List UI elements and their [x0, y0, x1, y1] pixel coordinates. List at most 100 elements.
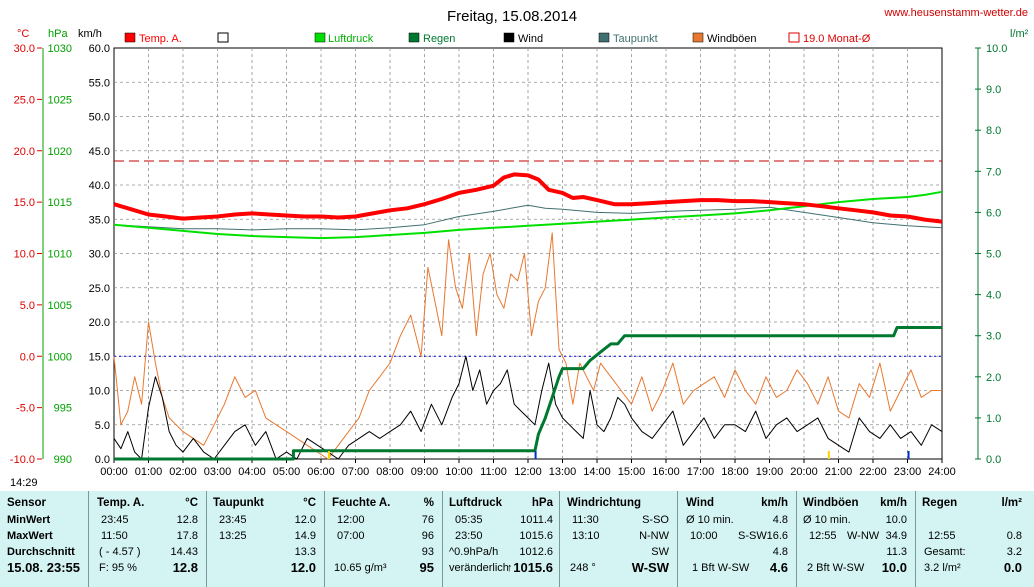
rain-max-val: 0.8 [1006, 530, 1022, 542]
dew-avg-val: 13.3 [294, 546, 316, 558]
hum-max-val: 96 [421, 530, 434, 542]
dew-min-time: 23:45 [219, 514, 247, 526]
dir-max-time: 13:10 [572, 530, 600, 542]
y-wind-tick-label: 20.0 [89, 317, 110, 329]
x-tick-label: 03:00 [204, 466, 232, 475]
chart-grid [113, 47, 943, 460]
legend-swatch-month [788, 32, 800, 43]
press-now-note: veränderlich [449, 562, 509, 574]
y-temp-tick-label: 5.0 [20, 300, 35, 312]
temp-min-val: 12.8 [176, 514, 198, 526]
hum-unit: % [423, 497, 434, 509]
legend-label-gust: Windböen [707, 33, 757, 45]
gust-min-time: Ø 10 min. [803, 514, 851, 526]
y-wind-tick-label: 5.0 [95, 420, 110, 432]
sensor-header: Sensor [7, 497, 46, 509]
col-sensor: Sensor MinWert MaxWert Durchschnitt 15.0… [0, 491, 88, 587]
temp-now-note: F: 95 % [99, 562, 137, 574]
y-rain-tick-label: 9.0 [986, 84, 1001, 96]
col-rain: Regen l/m² 12:55 0.8 Gesamt: 3.2 3.2 l/m² 0.… [915, 491, 1034, 587]
dir-now-note: 248 ° [570, 562, 596, 574]
wind-header: Wind [686, 497, 714, 509]
dir-now-val: W-SW [631, 560, 669, 575]
hum-avg-val: 93 [421, 546, 434, 558]
y-wind-tick-label: 55.0 [89, 77, 110, 89]
time-markers: 06:1412:1320:4323:02 [327, 451, 910, 459]
wind-min-time: Ø 10 min. [686, 514, 734, 526]
x-tick-label: 22:00 [859, 466, 887, 475]
dir-max-val: N-NW [639, 530, 669, 542]
x-tick-label: 16:00 [652, 466, 680, 475]
legend-swatch-temp [124, 32, 136, 43]
press-unit: hPa [531, 497, 553, 509]
site-link[interactable]: www.heusenstamm-wetter.de [883, 7, 1028, 19]
y-wind-tick-label: 25.0 [89, 283, 110, 295]
unit-rain-label: l/m² [1010, 28, 1029, 40]
press-min-val: 1011.4 [520, 514, 553, 526]
dir-min-time: 11:30 [572, 514, 599, 526]
wind-avg-val: 4.8 [772, 546, 788, 558]
col-pressure: Luftdruck hPa 05:35 1011.4 23:50 1015.6 ^0.… [442, 491, 559, 587]
legend-label-temp: Temp. A. [139, 33, 182, 45]
wind-min-val: 4.8 [772, 514, 788, 526]
x-tick-label: 07:00 [342, 466, 370, 475]
legend-swatch-wind [503, 32, 515, 43]
wind-now-val: 4.6 [769, 560, 788, 575]
unit-temp-label: °C [17, 28, 29, 40]
y-temp-tick-label: 0.0 [20, 351, 35, 363]
x-tick-label: 20:00 [790, 466, 818, 475]
y-rain-tick-label: 3.0 [986, 331, 1001, 343]
y-wind-tick-label: 10.0 [89, 386, 110, 398]
label-min: MinWert [7, 514, 51, 526]
hum-min-time: 12:00 [337, 514, 365, 526]
rain-now-note: 3.2 l/m² [924, 562, 961, 574]
press-min-time: 05:35 [455, 514, 483, 526]
y-rain-tick-label: 7.0 [986, 166, 1001, 178]
statistics-panel: Sensor MinWert MaxWert Durchschnitt 15.0… [0, 491, 1034, 587]
legend-label-wind: Wind [518, 33, 543, 45]
x-tick-label: 14:00 [583, 466, 611, 475]
gust-min-val: 10.0 [885, 514, 907, 526]
x-tick-label: 06:00 [307, 466, 335, 475]
legend-swatch-dew [598, 32, 610, 43]
legend-swatch-gust [692, 32, 704, 43]
y-temp-tick-label: 30.0 [14, 43, 35, 55]
press-avg-note: ^0.9hPa/h [449, 546, 499, 558]
x-tick-label: 18:00 [721, 466, 749, 475]
x-tick-label: 24:00 [928, 466, 956, 475]
label-now: 15.08. 23:55 [7, 560, 81, 575]
y-pressure-tick-label: 1010 [48, 249, 72, 261]
rain-header: Regen [922, 497, 958, 509]
unit-wind-label: km/h [78, 28, 102, 40]
legend-swatch-blank [217, 32, 229, 43]
marker-row: 14:29 [0, 476, 1034, 490]
gust-now-note: 2 Bft W-SW [807, 562, 865, 574]
series-line-windb-en [113, 232, 942, 460]
series-line-wind [113, 355, 943, 460]
x-tick-label: 13:00 [549, 466, 577, 475]
rain-avg-note: Gesamt: [924, 546, 966, 558]
y-temp-tick-label: 10.0 [14, 249, 35, 261]
x-tick-label: 21:00 [825, 466, 853, 475]
legend-label-month: 19.0 Monat-Ø [803, 33, 871, 45]
y-rain-tick-label: 1.0 [986, 413, 1001, 425]
y-wind-tick-label: 15.0 [89, 351, 110, 363]
y-temp-tick-label: 25.0 [14, 94, 35, 106]
gust-unit: km/h [880, 497, 907, 509]
x-tick-label: 00:00 [100, 466, 128, 475]
y-temp-tick-label: 15.0 [14, 197, 35, 209]
marker-left-time: 14:29 [10, 477, 38, 489]
y-rain-tick-label: 8.0 [986, 125, 1001, 137]
col-gust: Windböen km/h Ø 10 min. 10.0 12:55 W-NW 34.9… [796, 491, 915, 587]
y-rain-tick-label: 5.0 [986, 249, 1001, 261]
y-pressure-tick-label: 1020 [48, 146, 72, 158]
legend-swatch-rain [408, 32, 420, 43]
y-temp-tick-label: 20.0 [14, 146, 35, 158]
rain-unit: l/m² [1001, 497, 1022, 509]
rain-avg-val: 3.2 [1006, 546, 1022, 558]
y-pressure-tick-label: 1005 [48, 300, 72, 312]
hum-min-val: 76 [421, 514, 434, 526]
x-tick-label: 17:00 [687, 466, 715, 475]
wind-unit: km/h [761, 497, 788, 509]
legend: Temp. A. Luftdruck Regen Wind Taupunkt W… [124, 32, 871, 45]
